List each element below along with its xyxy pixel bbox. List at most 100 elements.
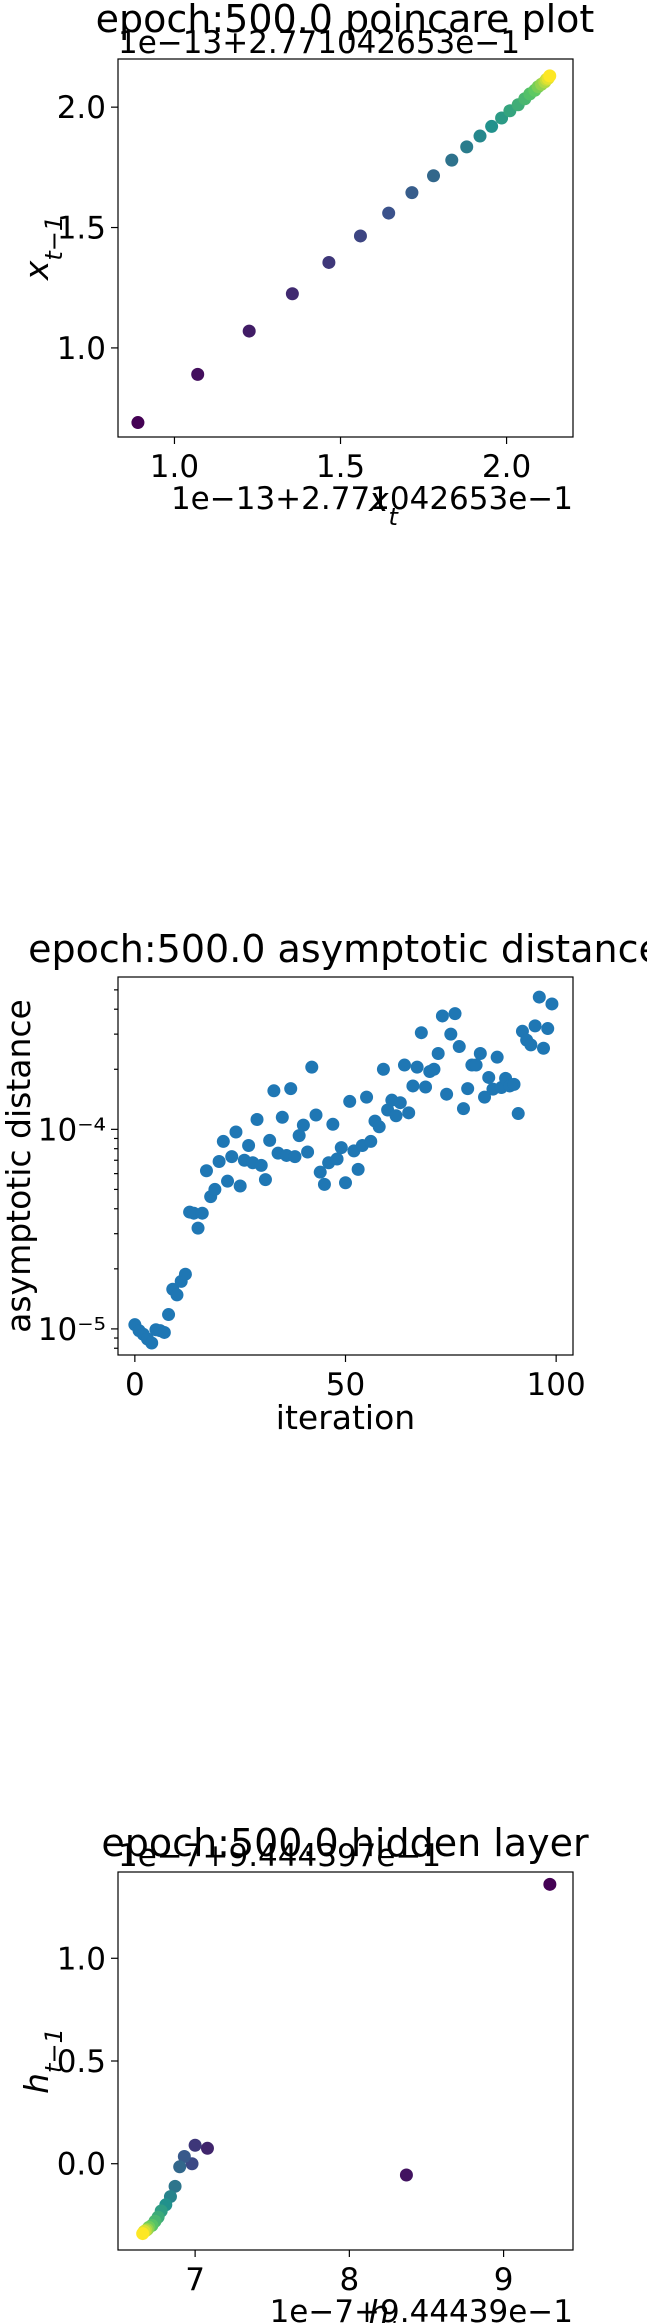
scatter-point: [393, 1096, 407, 1110]
chart-title: epoch:500.0 poincare plot: [96, 0, 595, 41]
scatter-point: [382, 206, 396, 220]
scatter-point: [317, 1177, 331, 1191]
scatter-point: [242, 1138, 256, 1152]
y-tick-label: 0.0: [57, 2147, 106, 2183]
scatter-point: [427, 1062, 441, 1076]
scatter-point: [173, 2160, 187, 2174]
chart-panel-1: epoch:500.0 poincare plot 1.0 1.5 2.0 1.0 1.5…: [17, 0, 594, 531]
scatter-point: [313, 1165, 327, 1179]
scatter-point: [353, 229, 367, 243]
scatter-point: [456, 1102, 470, 1116]
scatter-point: [326, 1117, 340, 1131]
x-offset-text: 1e−7+9.44439e−1: [270, 2294, 573, 2323]
scatter-point: [511, 1107, 525, 1121]
scatter-point: [170, 1288, 184, 1302]
scatter-point: [482, 1070, 496, 1084]
scatter-point: [473, 1046, 487, 1060]
scatter-point: [364, 1134, 378, 1148]
scatter-point: [131, 416, 145, 430]
scatter-point: [532, 990, 546, 1004]
x-tick-label: 50: [326, 1367, 365, 1403]
x-axis-label: xt: [368, 480, 400, 531]
scatter-point: [507, 1077, 521, 1091]
scatter-point: [305, 1060, 319, 1074]
x-offset-text: 1e−13+2.771042653e−1: [171, 481, 573, 517]
scatter-point: [360, 1090, 374, 1104]
scatter-point: [242, 324, 256, 338]
x-tick-label: 2.0: [482, 449, 531, 485]
scatter-point: [229, 1125, 243, 1139]
scatter-point: [258, 1173, 272, 1187]
scatter-point: [543, 69, 557, 83]
scatter-point: [485, 119, 499, 133]
x-tick-label: 100: [527, 1367, 586, 1403]
scatter-point: [452, 1040, 466, 1054]
scatter-point: [543, 1877, 557, 1891]
scatter-point: [419, 1080, 433, 1094]
scatter-point: [322, 255, 336, 269]
scatter-point: [545, 997, 559, 1011]
scatter-point: [178, 1267, 192, 1281]
scatter-point: [372, 1120, 386, 1134]
y-offset-text: 1e−7+9.444397e−1: [118, 1838, 441, 1874]
scatter-point: [537, 1041, 551, 1055]
scatter-point: [334, 1141, 348, 1155]
x-tick-label: 0: [125, 1367, 145, 1403]
chart-panel-3: epoch:500.0 hidden layer 7 8 9 0.0 0.5 1.0 1e−7…: [17, 1821, 589, 2323]
x-tick-label: 1.5: [316, 449, 365, 485]
scatter-point: [410, 1060, 424, 1074]
scatter-point: [473, 129, 487, 143]
y-tick-label: 1.0: [57, 331, 106, 367]
y-tick-label: 1.0: [57, 1941, 106, 1977]
scatter-point: [301, 1145, 315, 1159]
scatter-point: [225, 1150, 239, 1164]
scatter-point: [431, 1046, 445, 1060]
scatter-point: [309, 1108, 323, 1122]
scatter-point: [296, 1118, 310, 1132]
scatter-point: [267, 1084, 281, 1098]
scatter-point: [188, 2138, 202, 2152]
scatter-point: [288, 1150, 302, 1164]
scatter-point: [200, 2141, 214, 2155]
scatter-point: [440, 1087, 454, 1101]
y-tick-label: 10⁻⁵: [38, 1312, 106, 1348]
x-tick-label: 9: [494, 2262, 514, 2298]
scatter-point: [216, 1134, 230, 1148]
scatter-point: [212, 1155, 226, 1169]
scatter-point: [343, 1094, 357, 1108]
scatter-point: [339, 1176, 352, 1190]
scatter-point: [168, 2179, 182, 2193]
y-offset-text: 1e−13+2.771042653e−1: [118, 25, 520, 61]
scatter-point: [233, 1179, 247, 1193]
scatter-point: [541, 1022, 555, 1036]
scatter-point: [221, 1174, 235, 1188]
plot-frame: [117, 1871, 574, 2251]
scatter-point: [524, 1038, 538, 1052]
scatter-point: [444, 1027, 458, 1041]
scatter-point: [406, 1079, 420, 1093]
scatter-point: [254, 1158, 268, 1172]
scatter-point: [351, 1162, 365, 1176]
scatter-point: [397, 1058, 411, 1072]
scatter-point: [414, 1026, 428, 1040]
scatter-point: [528, 1019, 542, 1033]
x-tick-label: 8: [339, 2262, 359, 2298]
scatter-point: [460, 140, 474, 154]
scatter-point: [448, 1007, 462, 1021]
scatter-point: [250, 1113, 264, 1127]
chart-panel-2: epoch:500.0 asymptotic distance 0 50 100 10⁻…: [0, 927, 647, 1437]
scatter-point: [461, 1082, 475, 1096]
scatter-point: [136, 2227, 150, 2241]
scatter-point: [427, 169, 441, 183]
scatter-point: [402, 1106, 416, 1120]
x-tick-label: 1.0: [150, 449, 199, 485]
scatter-point: [191, 1221, 205, 1235]
y-tick-label: 2.0: [57, 90, 106, 126]
chart-title: epoch:500.0 asymptotic distance: [28, 927, 647, 971]
scatter-point: [405, 186, 419, 200]
scatter-point: [435, 1009, 449, 1023]
x-tick-label: 7: [185, 2262, 205, 2298]
scatter-point: [199, 1164, 213, 1178]
scatter-point: [157, 1325, 171, 1339]
